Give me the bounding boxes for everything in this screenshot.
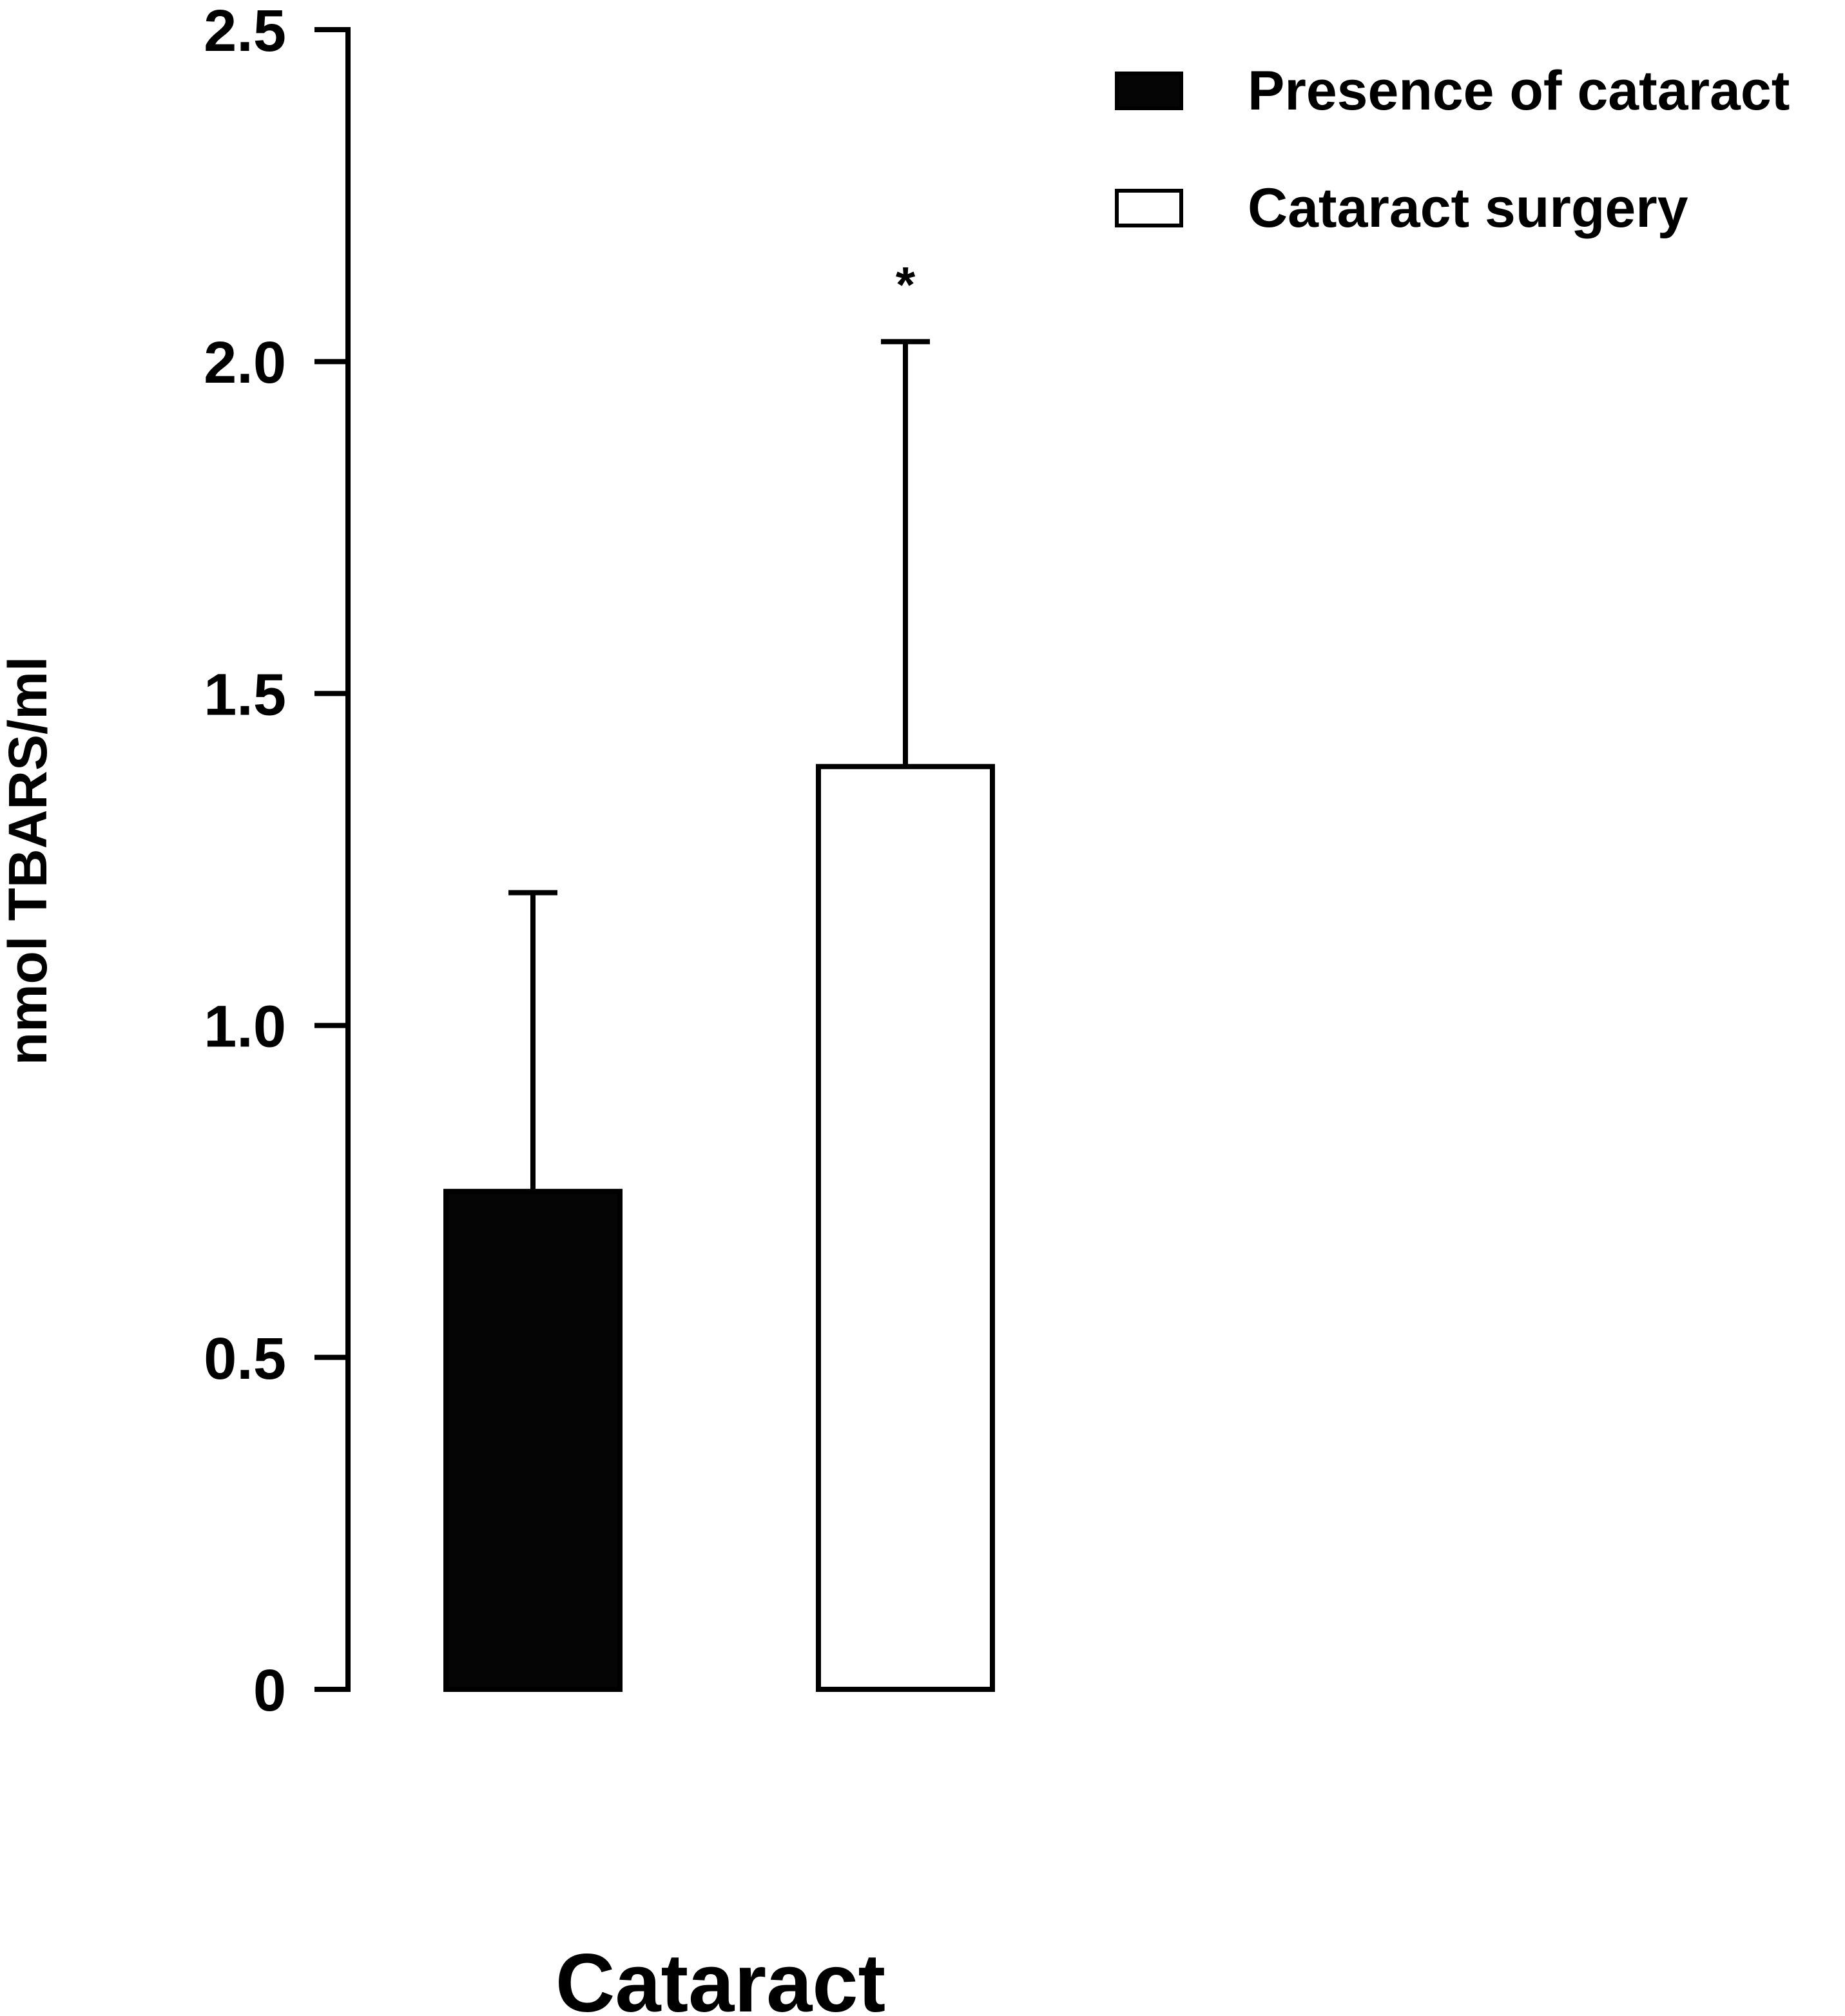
legend-label: Cataract surgery bbox=[1248, 177, 1688, 239]
y-tick-label: 1.0 bbox=[204, 994, 286, 1060]
x-axis-title: Cataract bbox=[555, 1937, 885, 2016]
legend-label: Presence of cataract bbox=[1248, 60, 1790, 122]
y-tick-label: 2.5 bbox=[204, 0, 286, 64]
y-axis-title: nmol TBARS/ml bbox=[0, 657, 58, 1066]
legend-swatch bbox=[1115, 72, 1183, 110]
y-tick-label: 0 bbox=[253, 1658, 286, 1723]
bar-2 bbox=[816, 763, 995, 1692]
legend: Presence of cataract Cataract surgery bbox=[1115, 60, 1790, 239]
bar-1 bbox=[443, 1189, 623, 1692]
y-axis: 0 0.5 1.0 1.5 2.0 2.5 bbox=[204, 0, 351, 1723]
significance-marker: * bbox=[896, 256, 916, 312]
y-tick-label: 2.0 bbox=[204, 330, 286, 396]
y-tick-label: 1.5 bbox=[204, 662, 286, 727]
legend-swatch bbox=[1115, 189, 1183, 227]
bars: * bbox=[443, 256, 995, 1692]
y-tick-label: 0.5 bbox=[204, 1326, 286, 1392]
